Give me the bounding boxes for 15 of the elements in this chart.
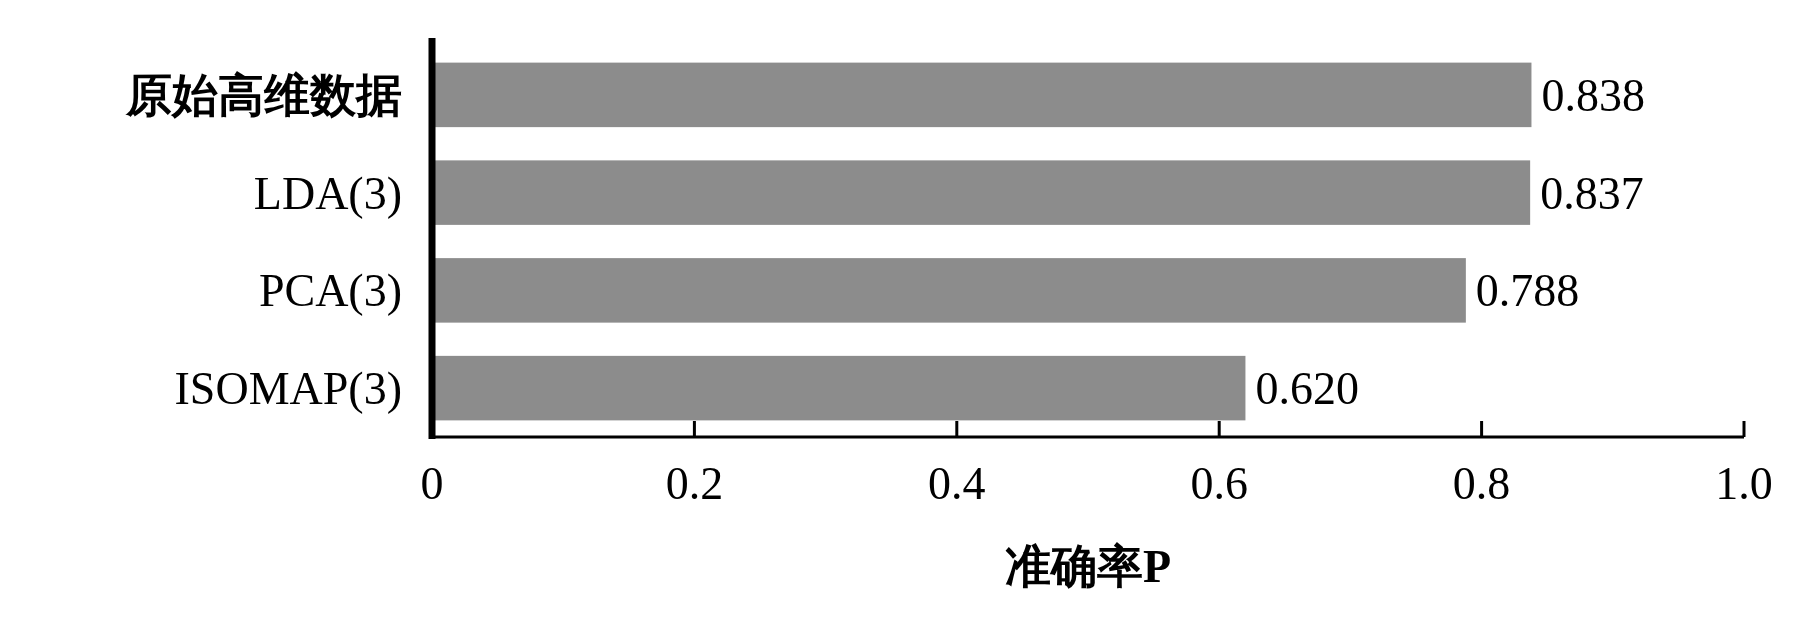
y-tick-label: ISOMAP(3) (174, 363, 402, 415)
x-tick-label: 0.8 (1452, 458, 1511, 509)
x-tick-label: 0.4 (928, 458, 986, 509)
data-label: 0.838 (1541, 69, 1645, 121)
y-tick-label: 原始高维数据 (125, 69, 402, 121)
x-tick-label: 1.0 (1715, 458, 1773, 509)
x-tick-label: 0.2 (665, 458, 724, 509)
x-axis-title: 准确率P (1004, 541, 1172, 592)
y-tick-label: LDA(3) (253, 167, 402, 219)
x-tick-label: 0 (420, 458, 444, 509)
data-label: 0.620 (1255, 363, 1359, 415)
y-tick-label: PCA(3) (258, 265, 402, 317)
data-label: 0.788 (1475, 265, 1580, 317)
data-label: 0.837 (1540, 167, 1644, 219)
x-tick-label: 0.6 (1190, 458, 1248, 509)
